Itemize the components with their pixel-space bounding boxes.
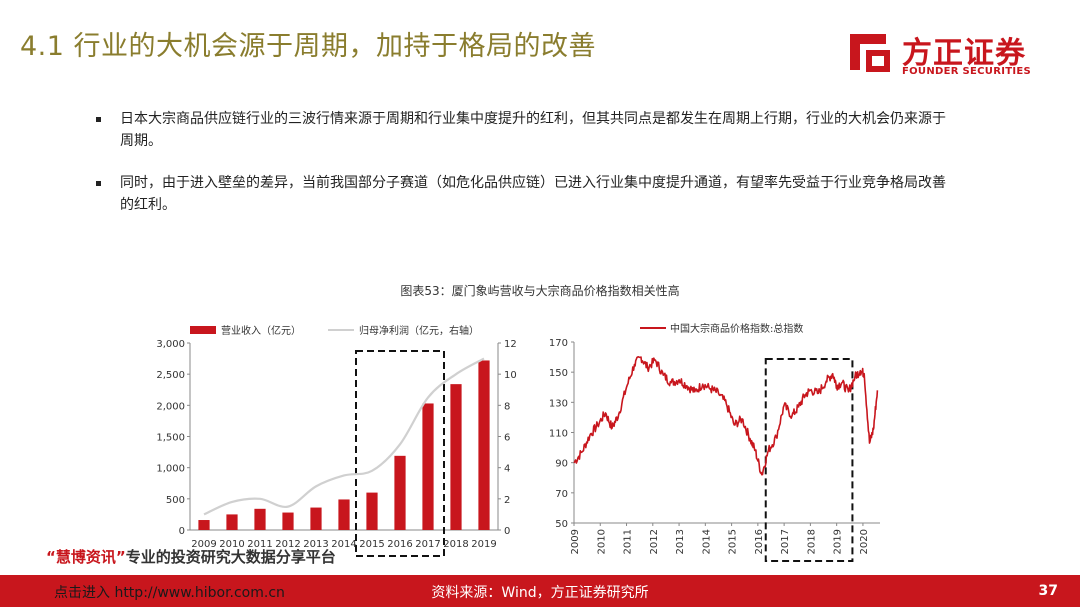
- x-tick-label: 2009: [191, 539, 216, 550]
- x-tick-label: 2011: [247, 539, 272, 550]
- x-tick-label: 2017: [415, 539, 440, 550]
- y-tick-label: 3,000: [156, 339, 185, 350]
- revenue-bar: [422, 403, 434, 530]
- y-tick-label: 70: [555, 489, 568, 500]
- x-tick-label: 2010: [219, 539, 244, 550]
- x-tick-label: 2014: [331, 539, 356, 550]
- y2-tick-label: 0: [504, 526, 510, 537]
- y-tick-label: 2,000: [156, 401, 185, 412]
- revenue-bar: [254, 508, 266, 530]
- revenue-bar: [226, 514, 238, 530]
- y-tick-label: 110: [549, 429, 568, 440]
- revenue-bar: [310, 507, 322, 530]
- x-tick-label: 2016: [387, 539, 412, 550]
- y2-tick-label: 12: [504, 339, 517, 350]
- bullet-item: 日本大宗商品供应链行业的三波行情来源于周期和行业集中度提升的红利，但其共同点是都…: [96, 108, 956, 152]
- page-number: 37: [1038, 583, 1058, 599]
- logo-chinese-name: 方正证券: [902, 36, 1026, 71]
- logo-english-name: FOUNDER SECURITIES: [902, 66, 1032, 77]
- x-tick-label: 2011: [623, 529, 634, 554]
- y-tick-label: 130: [549, 398, 568, 409]
- footer-bar: 点击进入 http://www.hibor.com.cn 资料来源：Wind，方…: [0, 575, 1080, 607]
- y2-tick-label: 6: [504, 433, 510, 444]
- y-tick-label: 90: [555, 459, 568, 470]
- x-tick-label: 2009: [570, 529, 581, 554]
- revenue-bar: [198, 520, 210, 530]
- x-tick-label: 2018: [806, 529, 817, 554]
- legend-label-index: 中国大宗商品价格指数:总指数: [670, 322, 803, 335]
- company-logo: 方正证券 FOUNDER SECURITIES: [846, 28, 1036, 80]
- y-tick-label: 150: [549, 368, 568, 379]
- x-tick-label: 2013: [303, 539, 328, 550]
- bullet-item: 同时，由于进入壁垒的差异，当前我国部分子赛道（如危化品供应链）已进入行业集中度提…: [96, 172, 956, 216]
- x-tick-label: 2010: [596, 529, 607, 554]
- x-tick-label: 2012: [275, 539, 300, 550]
- source-note: 资料来源：Wind，方正证券研究所: [431, 585, 649, 601]
- x-tick-label: 2019: [833, 529, 844, 554]
- logo-mark-icon: [850, 34, 890, 72]
- highlight-box: [355, 350, 445, 557]
- revenue-bar: [338, 499, 350, 530]
- x-tick-label: 2013: [675, 529, 686, 554]
- x-tick-label: 2015: [359, 539, 384, 550]
- y2-tick-label: 10: [504, 370, 517, 381]
- revenue-bar: [450, 384, 462, 530]
- watermark-brand: 慧博资讯: [55, 548, 116, 566]
- watermark-quote-close: ”: [115, 548, 126, 566]
- page-title: 4.1 行业的大机会源于周期，加持于格局的改善: [20, 31, 597, 62]
- revenue-bar: [478, 360, 490, 530]
- watermark-text: “慧博资讯”专业的投资研究大数据分享平台: [46, 546, 336, 567]
- legend-swatch-revenue: [190, 326, 216, 334]
- y-tick-label: 50: [555, 519, 568, 530]
- revenue-bar: [282, 512, 294, 530]
- y2-tick-label: 2: [504, 495, 510, 506]
- x-tick-label: 2020: [859, 529, 870, 554]
- footer-link[interactable]: 点击进入 http://www.hibor.com.cn: [54, 585, 285, 601]
- legend-label-profit: 归母净利润（亿元，右轴）: [359, 324, 479, 337]
- y-tick-label: 1,000: [156, 464, 185, 475]
- commodity-index-chart: 中国大宗商品价格指数:总指数 50 70 90 110 130 150 170 2009 2010…: [549, 322, 880, 562]
- y-tick-label: 0: [179, 526, 185, 537]
- x-tick-label: 2015: [728, 529, 739, 554]
- y2-tick-label: 8: [504, 401, 510, 412]
- x-tick-label: 2017: [780, 529, 791, 554]
- y-tick-label: 2,500: [156, 370, 185, 381]
- bullet-list: 日本大宗商品供应链行业的三波行情来源于周期和行业集中度提升的红利，但其共同点是都…: [96, 108, 956, 236]
- revenue-bar: [366, 492, 378, 530]
- index-line: [573, 356, 879, 476]
- x-tick-label: 2019: [471, 539, 496, 550]
- x-tick-label: 2018: [443, 539, 468, 550]
- x-tick-label: 2014: [701, 529, 712, 554]
- figure-title: 图表53：厦门象屿营收与大宗商品价格指数相关性高: [400, 284, 680, 298]
- y-tick-label: 170: [549, 338, 568, 349]
- x-tick-label: 2012: [649, 529, 660, 554]
- revenue-profit-chart: 营业收入（亿元） 归母净利润（亿元，右轴） 0 500 1,000 1,500 2,000 2…: [156, 324, 517, 557]
- profit-line: [203, 357, 485, 516]
- y-tick-label: 1,500: [156, 433, 185, 444]
- legend-label-revenue: 营业收入（亿元）: [221, 324, 301, 337]
- watermark-quote-open: “: [46, 548, 56, 566]
- watermark-slogan: 专业的投资研究大数据分享平台: [125, 548, 336, 566]
- y-tick-label: 500: [166, 495, 185, 506]
- revenue-bar: [394, 455, 406, 530]
- x-tick-label: 2016: [754, 529, 765, 554]
- y2-tick-label: 4: [504, 464, 510, 475]
